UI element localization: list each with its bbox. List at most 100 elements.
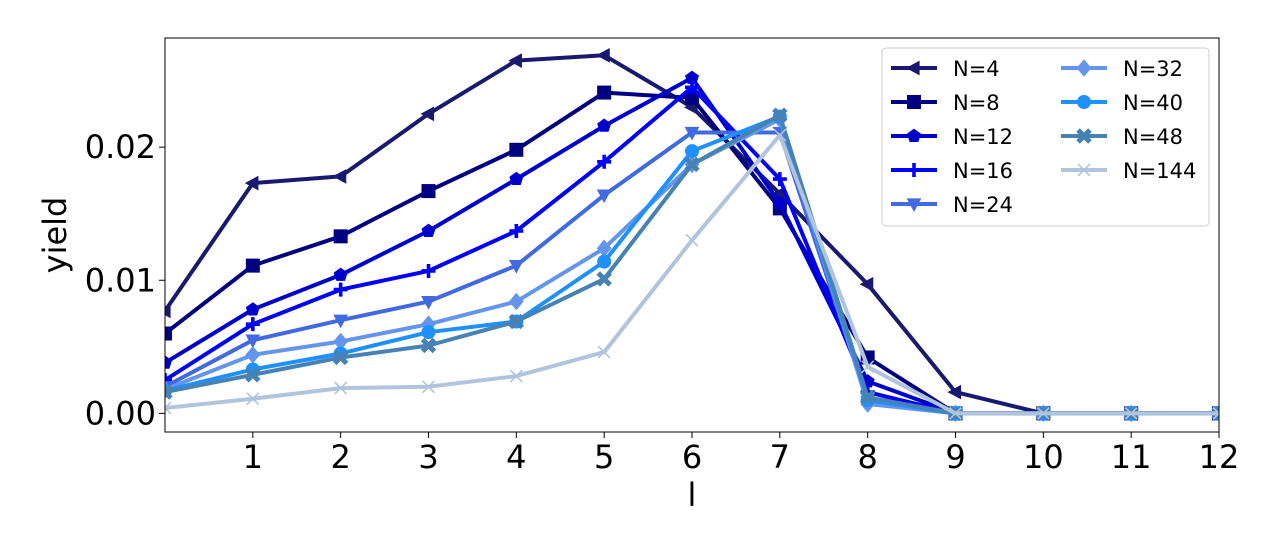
legend-label: N=4 bbox=[953, 57, 1000, 81]
x-tick-label: 6 bbox=[682, 438, 702, 476]
data-point bbox=[333, 332, 349, 351]
data-point bbox=[597, 85, 612, 100]
data-point bbox=[333, 282, 348, 297]
legend-entry: N=48 bbox=[1061, 125, 1183, 149]
y-tick-label: 0.00 bbox=[85, 394, 156, 432]
x-tick-label: 7 bbox=[770, 438, 790, 476]
data-point bbox=[332, 349, 349, 366]
data-point bbox=[420, 106, 435, 122]
legend-entry: N=12 bbox=[891, 125, 1013, 149]
data-point bbox=[244, 175, 259, 191]
data-point bbox=[333, 229, 348, 244]
legend-marker bbox=[907, 128, 921, 142]
data-point bbox=[333, 314, 349, 329]
data-point bbox=[685, 233, 699, 247]
data-point bbox=[509, 224, 524, 239]
data-point bbox=[245, 367, 261, 383]
data-point bbox=[245, 346, 261, 364]
legend-marker bbox=[905, 60, 920, 76]
legend-entry: N=40 bbox=[1061, 91, 1183, 115]
data-point bbox=[508, 313, 525, 330]
data-point bbox=[508, 53, 522, 68]
legend-entry: N=32 bbox=[1061, 57, 1183, 81]
data-point bbox=[165, 384, 173, 400]
legend-marker bbox=[906, 198, 922, 213]
data-point bbox=[421, 325, 436, 340]
legend-box bbox=[881, 47, 1210, 227]
data-point bbox=[685, 70, 699, 84]
data-point bbox=[596, 239, 612, 258]
data-point bbox=[246, 392, 260, 406]
x-tick-label: 2 bbox=[330, 438, 350, 476]
data-point bbox=[684, 156, 700, 173]
data-point bbox=[772, 172, 787, 187]
data-point bbox=[947, 384, 962, 400]
legend-marker bbox=[1077, 95, 1091, 109]
legend-label: N=32 bbox=[1123, 57, 1183, 81]
data-point bbox=[165, 373, 172, 388]
y-axis-label: yield bbox=[36, 197, 74, 274]
legend-marker bbox=[1077, 163, 1091, 177]
legend-label: N=40 bbox=[1123, 91, 1183, 115]
data-point bbox=[859, 276, 874, 292]
data-point bbox=[421, 295, 436, 310]
data-point bbox=[596, 271, 612, 287]
data-point bbox=[1036, 406, 1050, 420]
data-point bbox=[861, 360, 875, 374]
x-tick-label: 9 bbox=[945, 438, 965, 476]
legend-entry: N=144 bbox=[1061, 159, 1196, 183]
data-point bbox=[421, 223, 436, 237]
legend-entry: N=16 bbox=[891, 159, 1013, 183]
data-point bbox=[596, 47, 610, 63]
legend-label: N=12 bbox=[953, 125, 1013, 149]
legend-marker bbox=[907, 163, 921, 177]
legend-label: N=48 bbox=[1123, 125, 1183, 149]
x-axis: 1 2 3 4 5 6 7 8 9 10 11 12 bbox=[243, 432, 1240, 476]
data-point bbox=[597, 345, 611, 359]
data-point bbox=[773, 128, 787, 142]
legend: N=4 N=8 N=12 N=16 N=24 N=32 N=40 N=48 N=144 bbox=[881, 47, 1210, 227]
x-tick-label: 11 bbox=[1111, 438, 1152, 476]
legend-marker bbox=[1076, 59, 1092, 77]
legend-marker bbox=[1076, 128, 1092, 144]
data-point bbox=[948, 406, 963, 420]
data-point bbox=[245, 258, 260, 273]
series-n-48 bbox=[165, 107, 1219, 422]
data-point bbox=[597, 254, 612, 269]
data-point bbox=[165, 326, 172, 341]
data-point bbox=[597, 118, 612, 132]
legend-label: N=16 bbox=[953, 159, 1013, 183]
legend-label: N=144 bbox=[1123, 159, 1196, 183]
y-axis: 0.00 0.01 0.02 bbox=[85, 128, 165, 432]
data-point bbox=[165, 303, 171, 319]
series-n-144 bbox=[165, 128, 1219, 420]
legend-marker bbox=[907, 95, 921, 109]
data-point bbox=[509, 171, 524, 186]
x-tick-label: 12 bbox=[1199, 438, 1240, 476]
data-point bbox=[685, 144, 699, 159]
data-point bbox=[165, 401, 172, 415]
data-point bbox=[421, 380, 436, 394]
x-axis-label: l bbox=[688, 476, 697, 514]
series-layer bbox=[165, 47, 1219, 423]
y-tick-label: 0.01 bbox=[85, 261, 156, 299]
data-point bbox=[421, 184, 436, 199]
legend-label: N=8 bbox=[953, 91, 1000, 115]
data-point bbox=[420, 337, 437, 354]
data-point bbox=[509, 142, 524, 157]
legend-entry: N=8 bbox=[891, 91, 1000, 115]
data-point bbox=[772, 195, 787, 210]
data-point bbox=[245, 317, 260, 332]
data-point bbox=[685, 90, 699, 105]
data-point bbox=[334, 381, 348, 395]
data-point bbox=[684, 126, 700, 141]
x-tick-label: 4 bbox=[506, 438, 526, 476]
x-tick-label: 3 bbox=[418, 438, 438, 476]
data-point bbox=[1124, 406, 1138, 420]
legend-label: N=24 bbox=[953, 193, 1013, 217]
x-tick-label: 5 bbox=[594, 438, 614, 476]
data-point bbox=[772, 107, 788, 123]
legend-entry: N=24 bbox=[891, 193, 1013, 217]
data-point bbox=[597, 154, 612, 169]
x-tick-label: 10 bbox=[1023, 438, 1064, 476]
